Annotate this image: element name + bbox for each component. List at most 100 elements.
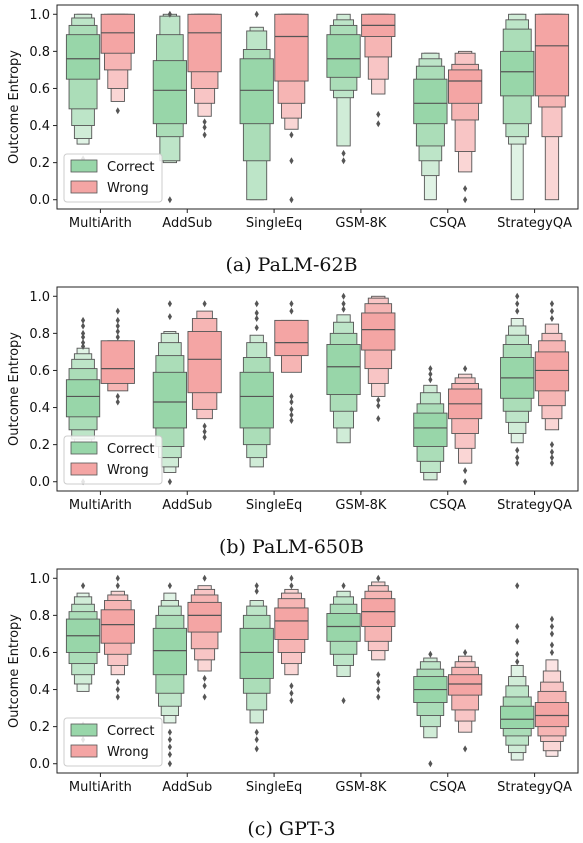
y-tick-label: 0.6 bbox=[29, 646, 50, 661]
boxen-wrong-strategyqa bbox=[534, 13, 570, 201]
outlier-point bbox=[376, 686, 381, 694]
y-tick-label: 1.0 bbox=[29, 290, 50, 305]
legend-swatch bbox=[70, 180, 98, 194]
boxen-level bbox=[534, 13, 570, 97]
boxen-level bbox=[274, 13, 309, 82]
caption-gpt-3: (c) GPT-3 bbox=[247, 818, 336, 840]
boxen-level bbox=[152, 627, 188, 676]
x-tick-label: StrategyQA bbox=[497, 498, 572, 513]
x-tick-label: GSM-8K bbox=[335, 498, 387, 513]
outlier-point bbox=[202, 123, 207, 131]
x-tick-label: GSM-8K bbox=[335, 780, 387, 795]
boxen-correct-multiarith bbox=[65, 13, 101, 163]
plot-frame bbox=[56, 286, 579, 492]
outlier-point bbox=[549, 307, 555, 315]
boxen-level bbox=[361, 598, 396, 627]
y-tick-label: 0.6 bbox=[29, 364, 50, 379]
y-tick-label: 0.4 bbox=[29, 401, 50, 416]
outlier-point bbox=[254, 309, 259, 317]
boxen-level bbox=[65, 34, 101, 80]
outlier-point bbox=[376, 693, 381, 701]
outlier-point bbox=[428, 650, 433, 658]
boxen-wrong-gsm-8k bbox=[361, 13, 396, 128]
y-tick-label: 0.2 bbox=[29, 156, 50, 171]
outlier-point bbox=[341, 292, 346, 300]
outlier-point bbox=[115, 107, 120, 115]
outlier-point bbox=[289, 574, 294, 582]
outlier-point bbox=[167, 478, 172, 486]
y-tick-label: 0.2 bbox=[29, 438, 50, 453]
outlier-point bbox=[202, 300, 207, 308]
legend-swatch bbox=[70, 744, 98, 758]
boxen-level bbox=[100, 609, 135, 644]
y-tick-label: 0.4 bbox=[29, 119, 50, 134]
outlier-point bbox=[167, 582, 172, 590]
boxen-wrong-strategyqa bbox=[534, 615, 570, 757]
boxen-correct-multiarith bbox=[65, 316, 101, 486]
y-tick-label: 1.0 bbox=[29, 8, 50, 23]
boxen-level bbox=[500, 705, 535, 729]
boxen-correct-csqa bbox=[413, 52, 448, 201]
outlier-point bbox=[289, 411, 294, 419]
outlier-point bbox=[515, 446, 520, 454]
legend-label: Correct bbox=[107, 724, 154, 739]
boxen-correct-gsm-8k bbox=[326, 292, 361, 444]
outlier-point bbox=[515, 300, 520, 308]
outlier-point bbox=[341, 300, 346, 308]
outlier-point bbox=[254, 300, 259, 308]
boxen-wrong-multiarith bbox=[100, 307, 135, 406]
outlier-point bbox=[341, 305, 346, 313]
boxen-wrong-singleeq bbox=[274, 13, 309, 204]
boxen-level bbox=[100, 13, 135, 54]
outlier-point bbox=[254, 728, 259, 736]
y-axis-label: Outcome Entropy bbox=[7, 614, 22, 728]
chart-gpt-3: 0.0 0.2 0.4 0.6 0.8 1.0 Outcome Entropy MultiAr… bbox=[7, 568, 579, 795]
outlier-point bbox=[167, 300, 172, 308]
outlier-point bbox=[376, 110, 381, 118]
x-tick-label: CSQA bbox=[430, 780, 467, 795]
outlier-point bbox=[549, 615, 555, 623]
outlier-point bbox=[289, 682, 294, 690]
outlier-point bbox=[167, 736, 172, 744]
y-tick-label: 1.0 bbox=[29, 572, 50, 587]
boxen-correct-addsub bbox=[152, 300, 188, 486]
outlier-point bbox=[254, 587, 259, 595]
boxen-level bbox=[152, 371, 188, 429]
boxen-correct-strategyqa bbox=[500, 13, 535, 201]
outlier-point bbox=[515, 622, 520, 630]
outlier-point bbox=[202, 131, 207, 139]
x-tick-label: CSQA bbox=[430, 216, 467, 231]
outlier-point bbox=[289, 405, 294, 413]
outlier-point bbox=[167, 728, 172, 736]
legend-swatch bbox=[70, 462, 98, 476]
boxen-wrong-csqa bbox=[447, 365, 483, 486]
outlier-point bbox=[202, 433, 207, 441]
outlier-point bbox=[515, 582, 520, 590]
boxen-level bbox=[187, 331, 222, 394]
outlier-point bbox=[341, 157, 346, 165]
boxen-wrong-csqa bbox=[447, 50, 483, 204]
outlier-point bbox=[167, 743, 172, 751]
outlier-point bbox=[167, 196, 172, 204]
outlier-point bbox=[115, 333, 120, 341]
outlier-point bbox=[289, 392, 294, 400]
outlier-point bbox=[80, 342, 86, 350]
outlier-point bbox=[549, 441, 555, 449]
outlier-point bbox=[254, 736, 259, 744]
x-tick-label: CSQA bbox=[430, 498, 467, 513]
outlier-point bbox=[549, 300, 555, 308]
boxen-correct-gsm-8k bbox=[326, 13, 361, 165]
outlier-point bbox=[463, 365, 468, 373]
legend-swatch bbox=[70, 159, 98, 173]
boxen-wrong-singleeq bbox=[274, 574, 309, 705]
outlier-point bbox=[341, 149, 346, 157]
outlier-point bbox=[289, 417, 294, 425]
legend-label: Wrong bbox=[107, 463, 149, 478]
x-tick-label: StrategyQA bbox=[497, 780, 572, 795]
outlier-point bbox=[80, 322, 86, 330]
outlier-point bbox=[115, 686, 120, 694]
outlier-point bbox=[515, 292, 520, 300]
y-tick-label: 0.0 bbox=[29, 757, 50, 772]
x-tick-label: MultiArith bbox=[69, 216, 132, 231]
outlier-point bbox=[549, 459, 555, 467]
